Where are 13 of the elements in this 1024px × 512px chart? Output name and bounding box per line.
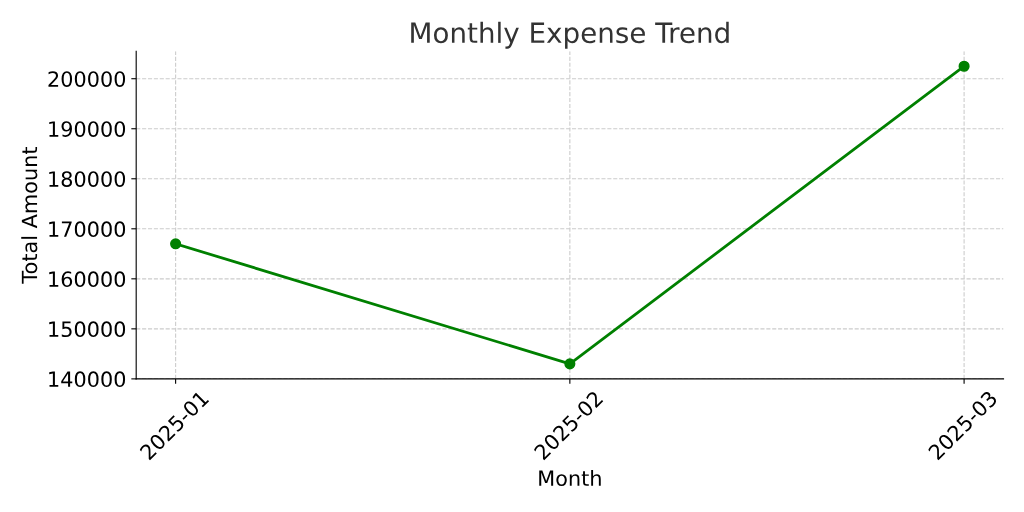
point [170, 238, 182, 250]
point [958, 60, 970, 72]
y-axis-title: Total Amount [21, 146, 38, 284]
y-tick-label: 200000 [48, 71, 126, 87]
y-tick-label: 160000 [49, 271, 126, 288]
y-tick-label: 180000 [49, 171, 126, 187]
y-tick-label: 150000 [49, 321, 126, 338]
x-axis-title: Month [539, 469, 601, 487]
y-tick-label: 190000 [49, 121, 126, 137]
chart-title: Monthly Expense Trend [411, 21, 729, 49]
y-tick-label: 140000 [49, 371, 126, 388]
y-tick-label: 170000 [49, 221, 126, 238]
point [564, 358, 576, 370]
